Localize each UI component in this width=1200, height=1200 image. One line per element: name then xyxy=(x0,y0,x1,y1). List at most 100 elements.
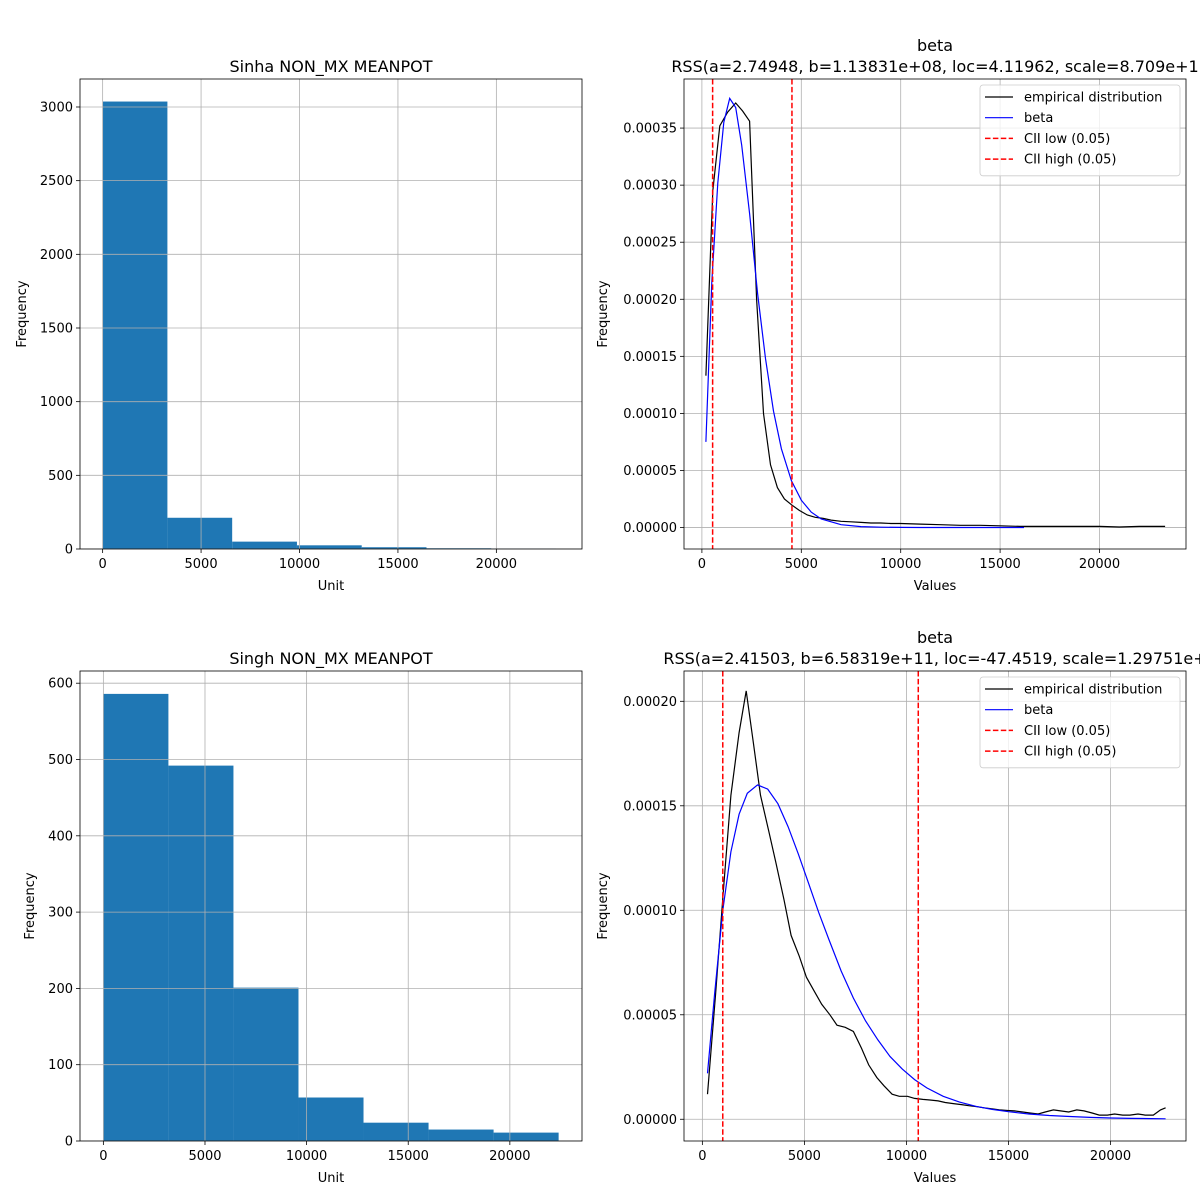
x-axis-label: Unit xyxy=(318,579,344,594)
x-tick-label: 0 xyxy=(98,557,106,572)
y-tick-label: 1000 xyxy=(40,395,73,410)
histogram-bar xyxy=(103,693,169,1141)
x-tick-label: 15000 xyxy=(377,557,418,572)
y-tick-label: 1500 xyxy=(40,321,73,336)
y-axis-label: Frequency xyxy=(23,872,38,939)
axes-frame xyxy=(79,78,583,550)
chart-title: Singh NON_MX MEANPOT xyxy=(229,649,433,669)
y-tick-label: 0.00005 xyxy=(623,464,677,479)
legend-label: CII high (0.05) xyxy=(1024,153,1116,168)
chart-title-line: beta xyxy=(917,628,953,647)
x-tick-label: 20000 xyxy=(476,557,517,572)
x-axis-label: Values xyxy=(914,579,957,594)
x-tick-label: 15000 xyxy=(979,557,1020,572)
x-axis-label: Unit xyxy=(318,1171,344,1186)
y-tick-label: 0.00020 xyxy=(623,293,677,308)
chart-subtitle-line: RSS(a=2.74948, b=1.13831e+08, loc=4.1196… xyxy=(671,57,1198,76)
histogram-bar xyxy=(102,101,168,549)
x-tick-label: 20000 xyxy=(489,1149,530,1164)
x-tick-label: 20000 xyxy=(1079,557,1120,572)
chart-title: beta RSS(a=2.74948, b=1.13831e+08, loc=4.… xyxy=(671,36,1198,76)
x-tick-label: 5000 xyxy=(188,1149,221,1164)
x-tick-label: 0 xyxy=(99,1149,107,1164)
legend-label: empirical distribution xyxy=(1024,91,1162,106)
legend-label: empirical distribution xyxy=(1024,683,1162,698)
x-tick-label: 10000 xyxy=(286,1149,327,1164)
x-tick-label: 0 xyxy=(698,557,706,572)
y-axis-label: Frequency xyxy=(15,280,30,347)
y-tick-label: 3000 xyxy=(40,100,73,115)
legend-frame xyxy=(979,676,1181,769)
y-tick-label: 0.00015 xyxy=(623,350,677,365)
axes-frame xyxy=(683,670,1187,1142)
y-tick-label: 0.00030 xyxy=(623,179,677,194)
histogram-bar xyxy=(361,547,427,549)
y-tick-label: 200 xyxy=(48,982,73,997)
y-tick-label: 0.00010 xyxy=(623,407,677,422)
legend-label: CII low (0.05) xyxy=(1024,132,1110,147)
empirical-distribution-line xyxy=(706,690,1166,1116)
histogram-bar xyxy=(363,1122,429,1141)
x-tick-label: 10000 xyxy=(279,557,320,572)
histogram-bar xyxy=(167,517,233,549)
y-tick-label: 0 xyxy=(65,543,73,558)
y-tick-label: 0.00010 xyxy=(623,904,677,919)
y-tick-label: 0.00025 xyxy=(623,236,677,251)
y-tick-label: 0.00000 xyxy=(623,1113,677,1128)
chart-subtitle-line: RSS(a=2.41503, b=6.58319e+11, loc=-47.45… xyxy=(663,649,1200,668)
axes-frame xyxy=(79,670,583,1142)
legend-label: beta xyxy=(1024,703,1053,718)
y-tick-label: 0.00020 xyxy=(623,695,677,710)
y-tick-label: 500 xyxy=(48,469,73,484)
histogram-panel-singh: 0 5000 10000 15000 20000 0 100 200 300 400 500 600 U… xyxy=(23,649,583,1186)
y-tick-label: 0.00005 xyxy=(623,1008,677,1023)
y-tick-label: 0 xyxy=(65,1135,73,1150)
y-tick-label: 500 xyxy=(48,753,73,768)
x-tick-label: 15000 xyxy=(388,1149,429,1164)
x-tick-label: 0 xyxy=(698,1149,706,1164)
y-tick-label: 2500 xyxy=(40,174,73,189)
axes-frame xyxy=(683,78,1187,550)
x-tick-label: 10000 xyxy=(880,557,921,572)
y-tick-label: 400 xyxy=(48,829,73,844)
plot-area xyxy=(80,79,582,549)
histogram-panel-sinha: 0 5000 10000 15000 20000 0 500 1000 1500 2000 2500… xyxy=(15,57,583,594)
legend: empirical distribution beta CII low (0.05)… xyxy=(979,676,1181,769)
fit-panel-singh: 0 5000 10000 15000 20000 0.00000 0.00005 0.0001… xyxy=(596,628,1200,1186)
empirical-distribution-line xyxy=(705,102,1166,528)
histogram-bar xyxy=(296,545,362,549)
legend-label: beta xyxy=(1024,111,1053,126)
legend-label: CII high (0.05) xyxy=(1024,745,1116,760)
chart-title-line: beta xyxy=(917,36,953,55)
y-tick-label: 600 xyxy=(48,677,73,692)
legend-frame xyxy=(979,84,1181,177)
plot-area xyxy=(80,671,582,1141)
y-tick-label: 0.00015 xyxy=(623,799,677,814)
legend-label: CII low (0.05) xyxy=(1024,724,1110,739)
histogram-bar xyxy=(493,1132,559,1141)
y-tick-label: 0.00000 xyxy=(623,521,677,536)
chart-title: Sinha NON_MX MEANPOT xyxy=(230,57,433,77)
x-tick-label: 5000 xyxy=(788,1149,821,1164)
y-axis-label: Frequency xyxy=(596,280,611,347)
beta-fit-line xyxy=(705,96,1024,529)
chart-title: beta RSS(a=2.41503, b=6.58319e+11, loc=-4… xyxy=(663,628,1200,668)
fit-panel-sinha: 0 5000 10000 15000 20000 0.00000 0.00005 0.0001… xyxy=(596,36,1199,594)
legend: empirical distribution beta CII low (0.05)… xyxy=(979,84,1181,177)
x-tick-label: 20000 xyxy=(1090,1149,1131,1164)
histogram-bar xyxy=(168,765,234,1141)
x-tick-label: 5000 xyxy=(785,557,818,572)
x-tick-label: 10000 xyxy=(886,1149,927,1164)
y-tick-label: 300 xyxy=(48,906,73,921)
x-axis-label: Values xyxy=(914,1171,957,1186)
beta-fit-line xyxy=(706,784,1166,1120)
y-axis-label: Frequency xyxy=(596,872,611,939)
histogram-bar xyxy=(298,1097,364,1141)
x-tick-label: 15000 xyxy=(988,1149,1029,1164)
histogram-bar xyxy=(428,1129,494,1141)
y-tick-label: 2000 xyxy=(40,248,73,263)
y-tick-label: 100 xyxy=(48,1058,73,1073)
y-tick-label: 0.00035 xyxy=(623,122,677,137)
x-tick-label: 5000 xyxy=(185,557,218,572)
